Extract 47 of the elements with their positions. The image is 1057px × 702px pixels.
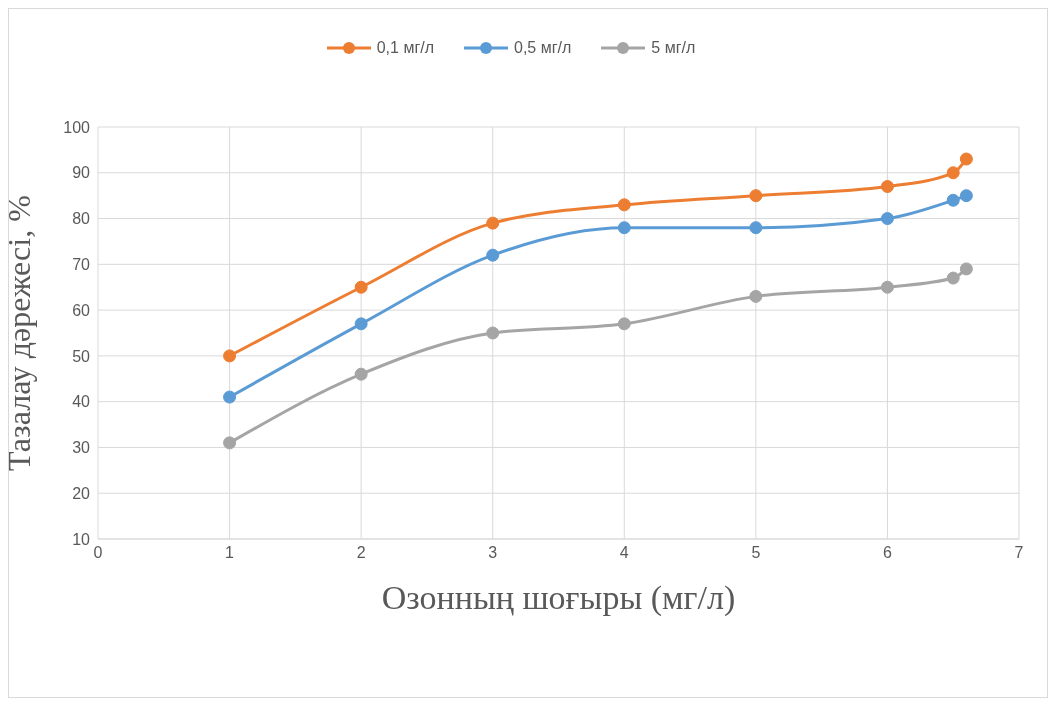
point xyxy=(946,271,960,285)
x-tick-label: 3 xyxy=(488,544,498,562)
point xyxy=(749,221,763,235)
point xyxy=(354,367,368,381)
point xyxy=(959,152,973,166)
x-tick-label: 4 xyxy=(619,544,629,562)
x-tick-label: 6 xyxy=(882,544,892,562)
point xyxy=(617,198,631,212)
point xyxy=(354,317,368,331)
legend-label: 0,1 мг/л xyxy=(376,39,435,57)
point xyxy=(617,221,631,235)
point xyxy=(617,317,631,331)
point xyxy=(486,216,500,230)
point xyxy=(223,390,237,404)
point xyxy=(880,280,894,294)
y-tick-label: 80 xyxy=(72,210,91,228)
legend-label: 0,5 мг/л xyxy=(514,39,572,57)
legend-label: 5 мг/л xyxy=(651,39,696,57)
y-tick-label: 10 xyxy=(72,530,91,548)
y-tick-label: 30 xyxy=(72,439,91,457)
point xyxy=(354,280,368,294)
point xyxy=(223,436,237,450)
point xyxy=(223,349,237,363)
point xyxy=(959,262,973,276)
point xyxy=(749,189,763,203)
point xyxy=(880,180,894,194)
x-tick-label: 7 xyxy=(1014,544,1024,562)
y-tick-label: 40 xyxy=(72,393,91,411)
x-tick-label: 0 xyxy=(93,544,103,562)
point xyxy=(486,248,500,262)
point xyxy=(486,326,500,340)
point xyxy=(749,289,763,303)
y-tick-label: 20 xyxy=(72,484,91,502)
y-tick-label: 90 xyxy=(72,164,91,182)
point xyxy=(880,212,894,226)
y-tick-label: 50 xyxy=(72,347,91,365)
x-tick-label: 2 xyxy=(356,544,366,562)
y-tick-label: 60 xyxy=(72,301,91,319)
y-axis-title: Тазалау дәрежесі, % xyxy=(1,195,38,471)
point xyxy=(946,166,960,180)
x-axis-title: Озонның шоғыры (мг/л) xyxy=(381,579,736,617)
x-tick-label: 1 xyxy=(225,544,235,562)
point xyxy=(959,189,973,203)
x-tick-label: 5 xyxy=(751,544,761,562)
y-tick-label: 100 xyxy=(63,118,91,136)
y-tick-label: 70 xyxy=(72,256,91,274)
point xyxy=(946,193,960,207)
